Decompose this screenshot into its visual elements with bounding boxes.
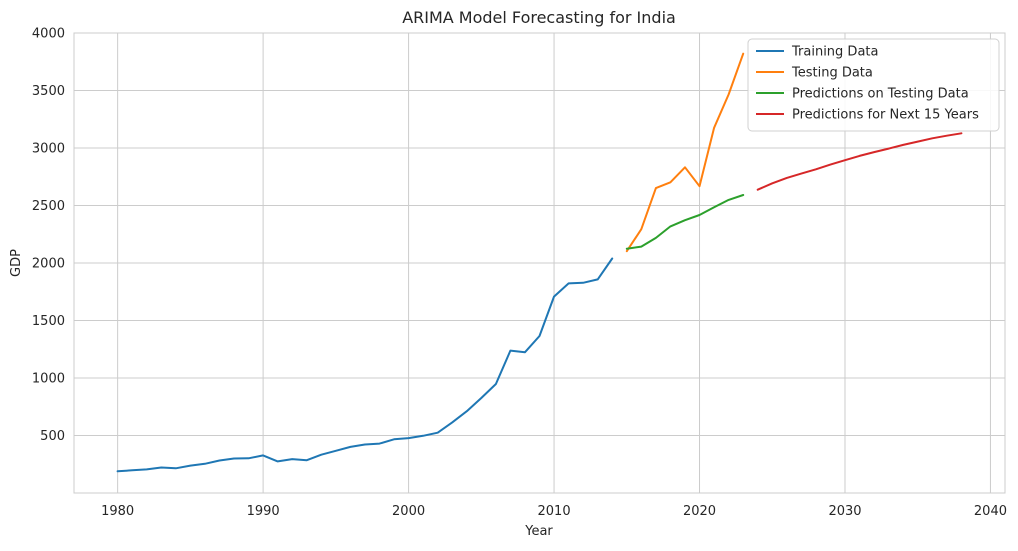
series-line-3 [625,194,745,250]
x-tick-label: 1990 [247,504,280,519]
x-tick-label: 2010 [538,504,571,519]
series-lines [116,52,963,473]
x-axis-label: Year [524,524,553,539]
legend-label: Testing Data [791,66,873,81]
x-tick-label: 2020 [683,504,716,519]
x-tick-label: 1980 [101,504,134,519]
legend-label: Predictions for Next 15 Years [792,108,979,123]
y-tick-label: 4000 [32,27,65,42]
legend-label: Predictions on Testing Data [792,87,969,102]
series-line-1 [116,257,614,473]
legend-label: Training Data [791,45,878,60]
x-tick-label: 2000 [392,504,425,519]
x-tick-label: 2040 [974,504,1007,519]
y-tick-label: 3000 [32,142,65,157]
chart-title: ARIMA Model Forecasting for India [402,8,676,27]
y-tick-label: 500 [40,429,65,444]
y-tick-label: 2000 [32,257,65,272]
y-tick-label: 1500 [32,314,65,329]
x-tick-label: 2030 [828,504,861,519]
axes: 1980 1990 2000 2010 2020 2030 2040 500 1000 1500 2… [32,27,1007,520]
series-line-2 [625,52,745,253]
y-tick-label: 1000 [32,372,65,387]
y-tick-label: 2500 [32,199,65,214]
y-tick-label: 3500 [32,84,65,99]
plot-frame [73,32,1006,494]
y-axis-label: GDP [9,249,24,277]
legend-box [747,38,1000,132]
series-line-4 [756,132,963,191]
legend: Training Data Testing Data Predictions on … [747,38,1000,132]
